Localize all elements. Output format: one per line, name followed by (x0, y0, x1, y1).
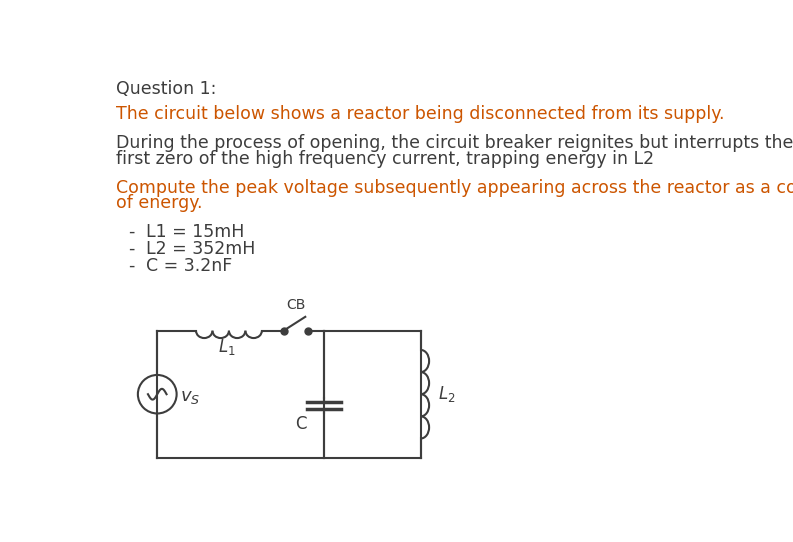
Text: C: C (295, 415, 306, 434)
Text: During the process of opening, the circuit breaker reignites but interrupts the : During the process of opening, the circu… (117, 134, 793, 152)
Text: The circuit below shows a reactor being disconnected from its supply.: The circuit below shows a reactor being … (117, 105, 725, 123)
Text: Question 1:: Question 1: (117, 80, 216, 99)
Text: first zero of the high frequency current, trapping energy in L2: first zero of the high frequency current… (117, 150, 654, 167)
Text: $v_S$: $v_S$ (180, 388, 200, 406)
Text: $L_2$: $L_2$ (438, 384, 455, 404)
Text: C = 3.2nF: C = 3.2nF (146, 257, 232, 275)
Text: CB: CB (286, 298, 305, 312)
Text: of energy.: of energy. (117, 195, 203, 212)
Text: -: - (128, 240, 135, 258)
Text: Compute the peak voltage subsequently appearing across the reactor as a conseque: Compute the peak voltage subsequently ap… (117, 179, 793, 197)
Text: -: - (128, 257, 135, 275)
Text: $L_1$: $L_1$ (218, 337, 236, 357)
Text: L2 = 352mH: L2 = 352mH (146, 240, 255, 258)
Text: -: - (128, 223, 135, 241)
Text: L1 = 15mH: L1 = 15mH (146, 223, 244, 241)
